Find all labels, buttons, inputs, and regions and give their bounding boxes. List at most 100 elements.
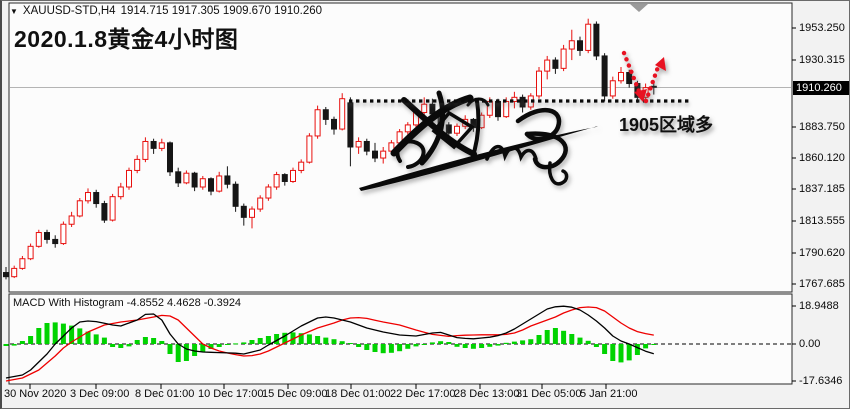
time-axis-label[interactable]: 28 Dec 13:00 — [454, 388, 520, 400]
time-axis-label[interactable]: 8 Dec 01:00 — [135, 388, 195, 400]
chart-panels[interactable] — [8, 2, 793, 385]
histogram-bar — [602, 344, 608, 354]
histogram-bar — [151, 338, 157, 344]
time-axis-label[interactable]: 30 Nov 2020 — [4, 388, 67, 400]
candle-body — [93, 192, 100, 205]
chart-shift-marker-icon[interactable] — [630, 4, 648, 12]
histogram-bar — [3, 344, 9, 346]
time-axis-label[interactable]: 3 Dec 09:00 — [70, 388, 130, 400]
candle-body — [126, 169, 132, 188]
candle-body — [495, 100, 501, 118]
histogram-bar — [142, 337, 148, 344]
candle-body — [560, 48, 567, 69]
candle-body — [117, 186, 124, 198]
histogram-bar — [249, 340, 255, 344]
histogram-bar — [44, 323, 50, 344]
macd-plot-area[interactable] — [8, 293, 793, 385]
candle-body — [52, 238, 59, 245]
candle-body — [290, 169, 296, 182]
candle-body — [503, 100, 510, 118]
histogram-bar — [93, 334, 99, 344]
macd-signal-line — [5, 306, 654, 382]
price-axis-label[interactable]: 1767.685 — [799, 278, 845, 290]
signature-watermark — [359, 90, 598, 191]
current-price-badge: 1910.260 — [793, 81, 849, 95]
candle-body — [257, 197, 264, 210]
histogram-bar — [446, 342, 452, 344]
histogram-bar — [413, 344, 419, 347]
time-axis-label[interactable]: 5 Jan 21:00 — [580, 388, 638, 400]
symbol-dropdown-icon[interactable]: ▼ — [10, 6, 18, 16]
histogram-bar — [52, 322, 58, 344]
candle-body — [568, 40, 575, 50]
histogram-bar — [200, 344, 206, 352]
histogram-bar — [487, 344, 493, 347]
price-axis-label[interactable]: 1860.120 — [799, 152, 845, 164]
price-axis-label[interactable]: 1930.315 — [799, 54, 845, 66]
histogram-bar — [479, 344, 485, 348]
candle-body — [331, 118, 337, 130]
time-axis-label[interactable]: 31 Dec 05:00 — [516, 388, 582, 400]
histogram-bar — [77, 328, 83, 344]
candle-body — [585, 23, 592, 51]
histogram-bar — [224, 344, 230, 345]
price-axis-label[interactable]: 1790.620 — [799, 247, 845, 259]
price-axis-label[interactable]: 1953.250 — [799, 22, 845, 34]
histogram-bar — [216, 344, 222, 347]
candle-body — [347, 102, 354, 148]
histogram-bar — [192, 344, 198, 356]
candle-body — [68, 215, 75, 225]
histogram-bar — [536, 335, 542, 344]
histogram-bar — [183, 344, 189, 361]
macd-axis-label[interactable]: -17.6346 — [799, 375, 843, 387]
candle-body — [208, 178, 214, 192]
histogram-bar — [298, 333, 304, 344]
histogram-bar — [495, 344, 501, 346]
histogram-bar — [19, 341, 25, 344]
candle-body — [11, 267, 18, 278]
candle-body — [134, 158, 141, 171]
candle-body — [445, 124, 452, 134]
quote-ohlc: 1914.715 1917.305 1909.670 1910.260 — [120, 5, 323, 17]
macd-main-line — [5, 305, 654, 379]
histogram-bar — [454, 344, 460, 347]
histogram-bar — [126, 344, 132, 347]
histogram-bar — [315, 336, 321, 344]
candle-body — [618, 71, 624, 82]
trade-note-label: 1905区域多 — [619, 115, 714, 135]
price-axis-label[interactable]: 1883.750 — [799, 121, 845, 133]
price-axis-label[interactable]: 1813.555 — [799, 215, 845, 227]
time-axis-label[interactable]: 22 Dec 17:00 — [390, 388, 456, 400]
candle-body — [199, 178, 206, 188]
candle-body — [281, 174, 288, 182]
candle-body — [3, 272, 9, 278]
candle-body — [265, 186, 272, 199]
time-axis-label[interactable]: 15 Dec 09:00 — [262, 388, 328, 400]
candle-body — [339, 98, 346, 130]
candle-body — [142, 140, 149, 160]
candle-body — [224, 175, 231, 185]
macd-axis-label[interactable]: 18.9488 — [799, 300, 839, 312]
candle-body — [249, 208, 255, 218]
candle-body — [355, 140, 362, 148]
histogram-bar — [470, 344, 476, 349]
symbol-name: XAUUSD-STD,H4 — [22, 5, 116, 17]
candle-body — [27, 245, 34, 260]
histogram-bar — [585, 340, 591, 344]
price-axis-label[interactable]: 1837.185 — [799, 183, 845, 195]
histogram-bar — [364, 344, 370, 350]
macd-axis-label[interactable]: 0.00 — [799, 338, 821, 350]
candle-body — [552, 59, 559, 69]
histogram-bar — [69, 325, 75, 344]
candle-body — [544, 59, 551, 72]
histogram-bar — [397, 344, 403, 352]
time-axis-label[interactable]: 10 Dec 17:00 — [198, 388, 264, 400]
candle-body — [240, 205, 247, 218]
candle-body — [60, 223, 67, 245]
histogram-bar — [118, 344, 124, 348]
time-axis-label[interactable]: 18 Dec 01:00 — [325, 388, 391, 400]
histogram-bar — [577, 337, 583, 344]
candle-body — [298, 161, 305, 171]
signal-arrow-up-icon — [643, 57, 666, 104]
